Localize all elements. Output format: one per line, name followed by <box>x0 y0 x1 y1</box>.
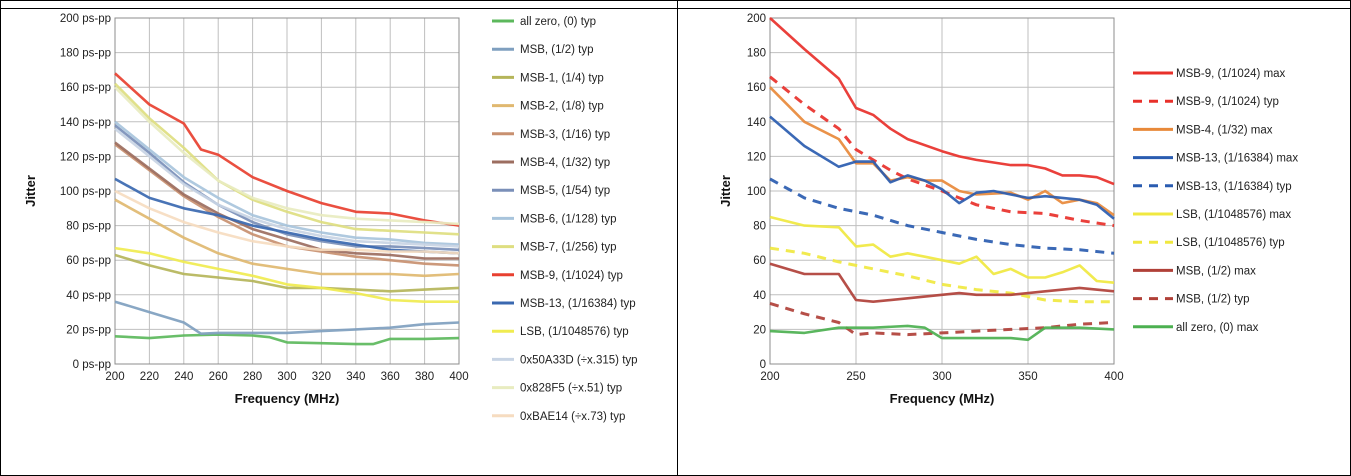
x-tick-label: 380 <box>415 371 434 383</box>
x-tick-label: 300 <box>277 371 296 383</box>
legend-label: MSB-9, (1/1024) max <box>1176 68 1286 80</box>
series-line <box>114 120 460 246</box>
y-tick-label: 0 <box>760 359 766 371</box>
series-line <box>769 75 1115 228</box>
legend-label: LSB, (1/1048576) typ <box>520 326 629 338</box>
y-tick-label: 20 ps-pp <box>66 324 111 336</box>
series-line <box>769 262 1115 304</box>
series-line <box>114 127 460 248</box>
y-tick-label: 80 <box>753 221 766 233</box>
legend-label: all zero, (0) typ <box>520 16 596 28</box>
y-tick-label: 120 ps-pp <box>60 151 111 163</box>
series-line <box>769 301 1115 337</box>
x-tick-label: 350 <box>1018 371 1037 383</box>
right-plot-area: 0 20 40 60 80 100 120 140 160 180 200 200 250 300 350 4… <box>747 13 1124 383</box>
legend-label: MSB-1, (1/4) typ <box>520 72 604 84</box>
left-y-axis-label: Jitter <box>23 175 38 207</box>
x-tick-label: 220 <box>140 371 159 383</box>
series-line <box>114 333 460 346</box>
y-tick-label: 180 ps-pp <box>60 48 111 60</box>
series-line <box>114 198 460 278</box>
series-line <box>769 17 1115 186</box>
y-tick-label: 0 ps-pp <box>73 359 111 371</box>
y-tick-label: 100 <box>747 186 766 198</box>
legend-label: MSB-2, (1/8) typ <box>520 101 604 113</box>
legend-label: MSB-9, (1/1024) typ <box>520 270 623 282</box>
x-tick-label: 250 <box>846 371 865 383</box>
series-line <box>114 141 459 260</box>
series-line <box>114 189 460 255</box>
x-tick-label: 360 <box>381 371 400 383</box>
legend-label: LSB, (1/1048576) typ <box>1176 237 1285 249</box>
series-line <box>114 82 460 236</box>
x-tick-label: 200 <box>760 371 779 383</box>
series-line <box>769 115 1115 220</box>
series-line <box>114 72 460 227</box>
series-line <box>769 324 1115 342</box>
plot-border <box>769 17 1115 365</box>
legend-label: MSB-4, (1/32) typ <box>520 157 610 169</box>
y-tick-label: 20 <box>753 324 766 336</box>
y-tick-label: 200 ps-pp <box>60 13 111 25</box>
y-tick-label: 200 <box>747 13 766 25</box>
left-jitter-chart: 0 ps-pp 20 ps-pp 40 ps-pp 60 ps-pp 80 ps-pp 1… <box>23 13 638 423</box>
y-tick-label: 60 ps-pp <box>66 255 111 267</box>
series-line <box>114 300 460 336</box>
x-tick-label: 320 <box>312 371 331 383</box>
legend-label: MSB-7, (1/256) typ <box>520 242 617 254</box>
legend-label: LSB, (1/1048576) max <box>1176 209 1291 221</box>
y-tick-label: 160 <box>747 82 766 94</box>
x-tick-label: 240 <box>174 371 193 383</box>
y-tick-label: 140 ps-pp <box>60 117 111 129</box>
y-tick-label: 80 ps-pp <box>66 221 111 233</box>
series-line <box>114 253 460 293</box>
legend-label: 0x50A33D (÷x.315) typ <box>520 354 638 366</box>
y-tick-label: 40 <box>753 290 766 302</box>
left-legend: all zero, (0) typ MSB, (1/2) typ MSB-1, (1… <box>492 16 638 423</box>
series-line <box>769 246 1114 304</box>
series-line <box>769 86 1115 217</box>
series-line <box>769 177 1115 255</box>
y-tick-label: 140 <box>747 117 766 129</box>
legend-label: MSB, (1/2) max <box>1176 265 1256 277</box>
y-tick-label: 160 ps-pp <box>60 82 111 94</box>
legend-label: MSB-3, (1/16) typ <box>520 129 610 141</box>
legend-label: MSB-13, (1/16384) typ <box>1176 181 1292 193</box>
legend-label: MSB, (1/2) typ <box>520 44 594 56</box>
legend-label: MSB-13, (1/16384) max <box>1176 153 1298 165</box>
y-tick-label: 60 <box>753 255 766 267</box>
series-line <box>114 124 460 252</box>
legend-label: MSB, (1/2) typ <box>1176 294 1250 306</box>
series-line <box>114 86 460 226</box>
right-legend: MSB-9, (1/1024) max MSB-9, (1/1024) typ MS… <box>1133 68 1298 334</box>
legend-label: 0xBAE14 (÷x.73) typ <box>520 411 625 423</box>
x-tick-label: 400 <box>1104 371 1123 383</box>
y-tick-label: 180 <box>747 48 766 60</box>
legend-label: MSB-6, (1/128) typ <box>520 213 617 225</box>
left-x-axis-label: Frequency (MHz) <box>235 391 340 406</box>
right-jitter-chart: 0 20 40 60 80 100 120 140 160 180 200 200 250 300 350 4… <box>718 13 1298 406</box>
x-tick-label: 400 <box>449 371 468 383</box>
series-line <box>769 215 1115 284</box>
x-tick-label: 200 <box>105 371 124 383</box>
legend-label: MSB-4, (1/32) max <box>1176 124 1273 136</box>
y-tick-label: 120 <box>747 151 766 163</box>
left-plot-area: 0 ps-pp 20 ps-pp 40 ps-pp 60 ps-pp 80 ps-pp 1… <box>60 13 469 383</box>
x-tick-label: 300 <box>932 371 951 383</box>
right-y-axis-label: Jitter <box>718 175 733 207</box>
legend-label: all zero, (0) max <box>1176 322 1259 334</box>
series-line <box>114 246 459 304</box>
legend-label: MSB-9, (1/1024) typ <box>1176 96 1279 108</box>
x-tick-label: 260 <box>209 371 228 383</box>
right-x-axis-label: Frequency (MHz) <box>890 391 995 406</box>
legend-label: MSB-5, (1/54) typ <box>520 185 610 197</box>
legend-label: MSB-13, (1/16384) typ <box>520 298 636 310</box>
y-tick-label: 100 ps-pp <box>60 186 111 198</box>
legend-label: 0x828F5 (÷x.51) typ <box>520 383 622 395</box>
x-tick-label: 340 <box>346 371 365 383</box>
x-tick-label: 280 <box>243 371 262 383</box>
y-tick-label: 40 ps-pp <box>66 290 111 302</box>
